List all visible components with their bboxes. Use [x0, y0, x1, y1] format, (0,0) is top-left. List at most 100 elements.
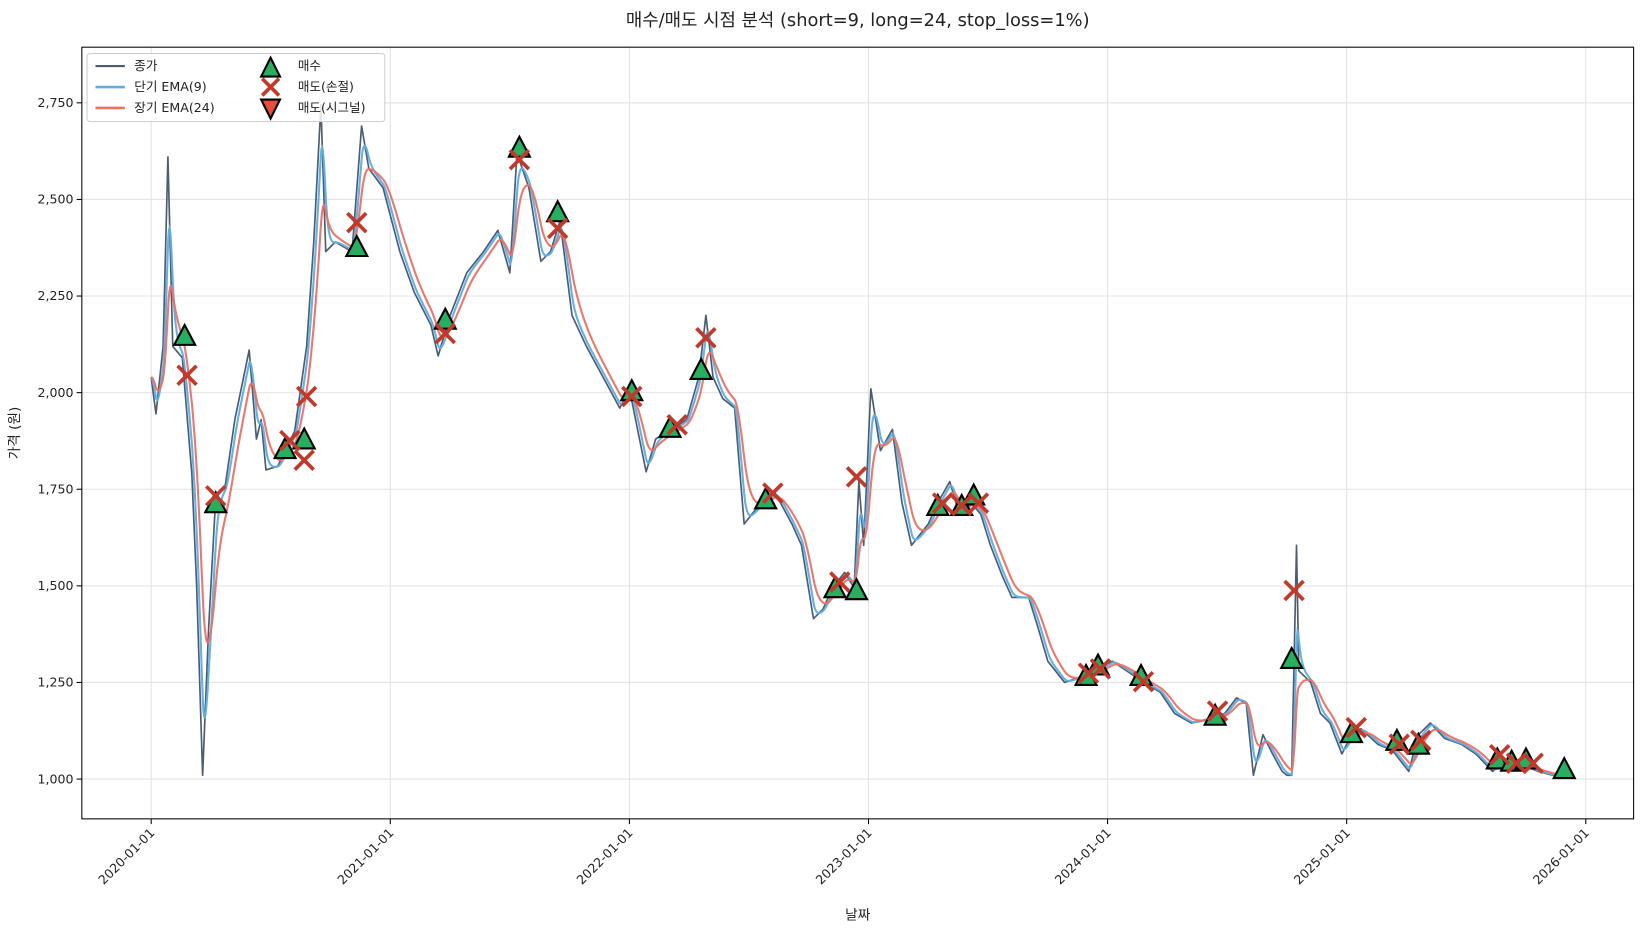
buy-marker [688, 356, 714, 380]
buy-marker [545, 199, 570, 223]
sell-stop-marker [967, 492, 990, 514]
sell-stop-stroke [666, 413, 688, 436]
sell-stop-marker [845, 466, 868, 488]
sell-stop-stroke [950, 494, 973, 517]
sell-stop-marker [1488, 743, 1511, 766]
sell-stop-marker [931, 492, 954, 514]
x-axis-label: 날짜 [845, 908, 871, 924]
ema-long-line [150, 168, 1567, 776]
x-axis: 2020-01-01 2021-01-01 2022-01-01 2023-01-01… [95, 818, 1592, 887]
y-axis-label: 가격 (원) [7, 407, 23, 460]
buy-marker [344, 233, 370, 258]
sell-stop-stroke [1388, 733, 1411, 756]
legend-sell-signal-label: 매도(시그널) [298, 100, 366, 115]
markers [172, 134, 1577, 780]
legend-ema-short-label: 단기 EMA(9) [134, 79, 206, 94]
legend-box [86, 52, 386, 123]
legend-ema-long-label: 장기 EMA(24) [134, 100, 214, 115]
legend: 종가 단기 EMA(9) 장기 EMA(24) 매수 매도(손절) 매도(시그널… [86, 52, 386, 123]
sell-stop-marker [176, 364, 198, 386]
y-tick-label: 2,000 [37, 385, 73, 400]
grid [81, 47, 1634, 819]
sell-stop-marker [279, 429, 301, 452]
sell-stop-marker [1388, 733, 1411, 756]
sell-stop-marker [666, 413, 688, 436]
sell-stop-stroke [967, 492, 990, 514]
buy-marker [291, 426, 317, 450]
buy-marker [1279, 645, 1304, 669]
sell-stop-stroke [845, 466, 868, 488]
legend-close-label: 종가 [134, 58, 158, 73]
legend-sell-signal-icon [259, 98, 282, 121]
y-tick-label: 1,000 [37, 771, 73, 786]
sell-stop-marker [1522, 752, 1544, 774]
x-tick-label: 2026-01-01 [1530, 825, 1592, 887]
buy-marker [1552, 755, 1577, 780]
sell-stop-stroke [1132, 670, 1155, 693]
chart-title: 매수/매도 시점 분석 (short=9, long=24, stop_loss… [626, 10, 1090, 31]
ema-short-line [150, 144, 1567, 777]
sell-stop-stroke [1283, 579, 1305, 602]
sell-stop-stroke [293, 449, 315, 471]
buy-marker [844, 576, 869, 601]
legend-sell-stop-label: 매도(손절) [298, 79, 354, 94]
legend-sell-stop-icon [260, 77, 281, 97]
sell-stop-stroke [546, 217, 569, 240]
sell-stop-marker [1345, 716, 1367, 739]
x-tick-label: 2025-01-01 [1291, 825, 1353, 887]
legend-buy-label: 매수 [298, 58, 321, 73]
sell-stop-stroke [1410, 729, 1432, 752]
sell-stop-stroke [621, 385, 643, 408]
sell-stop-stroke [1206, 700, 1229, 722]
sell-stop-marker [295, 385, 318, 408]
sell-stop-stroke [205, 485, 227, 507]
y-tick-label: 1,500 [37, 578, 73, 593]
sell-stop-stroke [1345, 716, 1367, 739]
sell-stop-marker [546, 217, 569, 240]
y-axis: 1,000 1,250 1,500 1,750 2,000 2,250 2,500 2,750 [37, 95, 82, 786]
sell-stop-stroke [762, 482, 784, 504]
y-tick-label: 2,500 [37, 192, 73, 207]
sell-stop-stroke [508, 148, 531, 171]
x-tick-label: 2024-01-01 [1052, 825, 1114, 887]
sell-stop-stroke [1505, 752, 1528, 774]
sell-stop-marker [621, 385, 643, 408]
series [150, 103, 1567, 777]
plot-frame [81, 46, 1635, 820]
sell-stop-stroke [346, 211, 368, 234]
sell-stop-stroke [1522, 752, 1544, 774]
sell-stop-marker [1410, 729, 1432, 752]
sell-stop-marker [1089, 658, 1112, 680]
buy-marker [433, 306, 458, 330]
sell-stop-marker [762, 482, 784, 504]
y-tick-label: 2,250 [37, 288, 73, 303]
sell-stop-stroke [1077, 662, 1100, 684]
y-tick-label: 2,750 [37, 95, 73, 110]
sell-stop-marker [1283, 579, 1305, 602]
x-tick-label: 2023-01-01 [812, 825, 874, 887]
x-tick-label: 2022-01-01 [573, 825, 635, 887]
x-tick-label: 2021-01-01 [334, 825, 396, 887]
sell-stop-marker [1132, 670, 1155, 693]
y-tick-label: 1,750 [37, 481, 73, 496]
sell-stop-marker [1505, 752, 1528, 774]
sell-stop-marker [695, 327, 717, 349]
sell-stop-marker [508, 148, 531, 171]
sell-stop-stroke [1089, 658, 1112, 680]
sell-stop-marker [1077, 662, 1100, 684]
close-price-line [150, 103, 1567, 777]
sell-stop-stroke [434, 322, 457, 345]
legend-buy-icon [259, 55, 282, 78]
sell-stop-marker [1206, 700, 1229, 722]
sell-stop-marker [950, 494, 973, 517]
sell-stop-stroke [695, 327, 717, 349]
sell-stop-marker [434, 322, 457, 345]
sell-stop-marker [205, 485, 227, 507]
sell-stop-stroke [931, 492, 954, 514]
buy-marker [172, 322, 197, 346]
y-tick-label: 1,250 [37, 675, 73, 690]
sell-stop-stroke [1488, 743, 1511, 766]
sell-stop-stroke [176, 364, 198, 386]
sell-stop-marker [829, 571, 851, 593]
sell-stop-marker [293, 449, 315, 471]
